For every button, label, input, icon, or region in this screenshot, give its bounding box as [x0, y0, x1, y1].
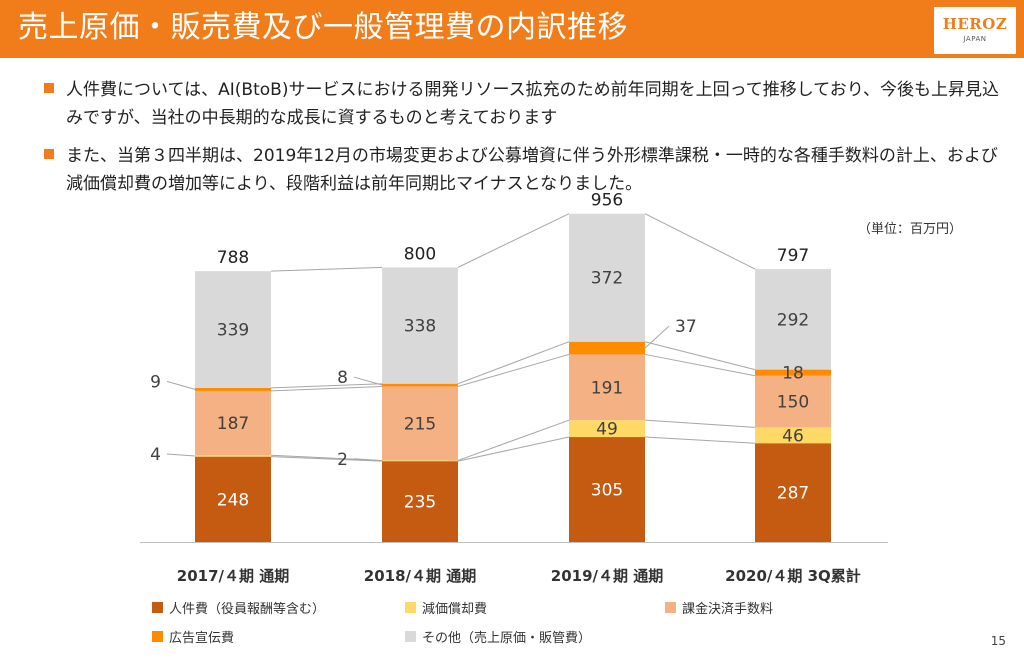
bar-segment	[382, 267, 458, 384]
page-number: 15	[990, 634, 1006, 648]
legend-swatch	[152, 602, 163, 613]
logo-subtext: JAPAN	[963, 35, 987, 43]
legend-swatch	[405, 631, 416, 642]
data-label: 187	[217, 414, 249, 434]
legend-label: 広告宣伝費	[169, 631, 235, 646]
total-label: 800	[404, 244, 436, 264]
legend-item: 課金決済手数料	[665, 598, 773, 617]
category-label: 2019/４期 通期	[551, 567, 663, 585]
logo-text: HEROZ	[942, 15, 1008, 33]
leader-line	[166, 380, 196, 390]
data-label: 339	[217, 320, 249, 340]
data-label: 2	[337, 450, 348, 470]
legend-item: 人件費（役員報酬等含む）	[152, 598, 325, 617]
connector-line	[457, 353, 570, 387]
data-label: 150	[777, 393, 809, 413]
total-label: 797	[777, 246, 809, 266]
heroz-logo: HEROZ JAPAN	[934, 7, 1016, 54]
data-label: 215	[404, 414, 436, 434]
leader-line	[353, 376, 383, 386]
data-label: 191	[591, 378, 623, 398]
connector-line	[644, 419, 756, 428]
bar-segment	[195, 390, 271, 456]
legend-item: その他（売上原価・販管費）	[405, 627, 591, 646]
bullet-square-icon	[44, 149, 54, 159]
connector-line	[270, 383, 383, 389]
title-bar: 売上原価・販売費及び一般管理費の内訳推移 HEROZ JAPAN	[0, 0, 1024, 58]
connector-line	[457, 436, 570, 462]
connector-line	[270, 456, 383, 462]
legend-label: 人件費（役員報酬等含む）	[169, 602, 326, 617]
legend-swatch	[152, 631, 163, 642]
bullet-text: 人件費については、AI(BtoB)サービスにおける開発リソース拡充のため前年同期…	[66, 80, 1000, 128]
leader-line	[644, 325, 670, 349]
data-label: 292	[777, 310, 809, 330]
data-label: 49	[596, 420, 618, 440]
connector-line	[644, 353, 756, 377]
total-label: 788	[217, 248, 249, 268]
connector-line	[270, 385, 383, 392]
data-label: 9	[150, 372, 161, 392]
legend-label: 減価償却費	[422, 602, 488, 617]
bar-segment	[569, 341, 645, 355]
data-label: 305	[591, 481, 623, 501]
bar-segment	[195, 271, 271, 388]
data-label: 287	[777, 484, 809, 504]
bar-segment	[382, 386, 458, 461]
bar-segment	[569, 437, 645, 542]
connector-line	[270, 266, 383, 272]
bullet-item: 人件費については、AI(BtoB)サービスにおける開発リソース拡充のため前年同期…	[44, 76, 1012, 132]
slide-title: 売上原価・販売費及び一般管理費の内訳推移	[18, 10, 628, 45]
legend-swatch	[405, 602, 416, 613]
data-label: 46	[782, 426, 804, 446]
bar-segment	[755, 375, 831, 428]
connector-line	[644, 436, 756, 444]
bar-segment	[195, 456, 271, 542]
data-label: 235	[404, 493, 436, 513]
legend-item: 広告宣伝費	[152, 627, 234, 646]
connector-line	[644, 341, 756, 371]
bar-segment	[755, 369, 831, 376]
connector-line	[457, 213, 570, 268]
bar-segment	[755, 269, 831, 370]
leader-line	[166, 453, 196, 457]
connector-line	[457, 419, 570, 461]
legend-label: その他（売上原価・販管費）	[422, 631, 592, 646]
bar-segment	[569, 420, 645, 438]
bar-segment	[195, 387, 271, 391]
legend-item: 減価償却費	[405, 598, 487, 617]
legend-label: 課金決済手数料	[682, 602, 774, 617]
bar-segment	[382, 460, 458, 462]
category-label: 2018/４期 通期	[364, 567, 476, 585]
data-label: 37	[675, 317, 697, 337]
bullet-item: また、当第３四半期は、2019年12月の市場変更および公募増資に伴う外形標準課税…	[44, 142, 1012, 198]
bar-segment	[195, 455, 271, 457]
data-label: 8	[337, 368, 348, 388]
data-label: 248	[217, 490, 249, 510]
data-label: 4	[150, 445, 161, 465]
bar-segment	[755, 427, 831, 444]
connector-line	[644, 213, 756, 270]
data-label: 372	[591, 269, 623, 289]
unit-note: （単位：百万円）	[858, 222, 963, 237]
connector-line	[457, 341, 570, 385]
category-label: 2017/４期 通期	[177, 567, 289, 585]
bar-segment	[569, 213, 645, 342]
bar-segment	[382, 383, 458, 387]
data-label: 18	[782, 364, 804, 384]
bullet-square-icon	[44, 83, 54, 93]
bar-segment	[569, 354, 645, 421]
total-label: 956	[591, 191, 623, 211]
leader-line	[353, 458, 383, 462]
category-label: 2020/４期 3Q累計	[725, 567, 861, 585]
bullet-text: また、当第３四半期は、2019年12月の市場変更および公募増資に伴う外形標準課税…	[66, 146, 998, 194]
legend-swatch	[665, 602, 676, 613]
data-label: 338	[404, 317, 436, 337]
bar-segment	[755, 443, 831, 542]
bar-segment	[382, 461, 458, 542]
